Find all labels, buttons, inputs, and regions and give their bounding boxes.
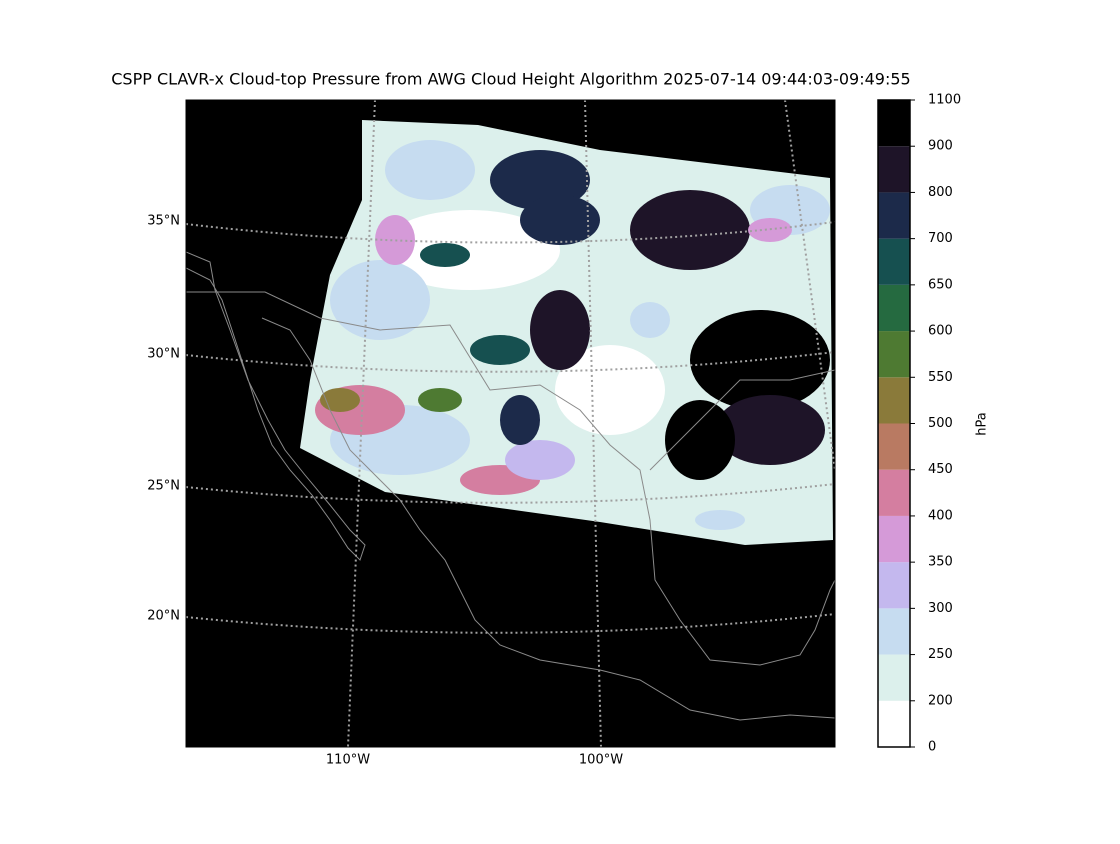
lon-label: 110°W [326, 753, 370, 768]
colorbar-swatch [878, 562, 910, 609]
cloud-field [315, 140, 830, 530]
colorbar-tick-label: 500 [928, 416, 953, 431]
colorbar-tick-label: 250 [928, 647, 953, 662]
colorbar-swatch [878, 192, 910, 239]
colorbar-tick-label: 650 [928, 277, 953, 292]
colorbar-tick-label: 400 [928, 508, 953, 523]
lat-label: 25°N [147, 479, 180, 494]
colorbar-swatch [878, 331, 910, 378]
map-frame [185, 99, 836, 748]
colorbar-tick-label: 800 [928, 185, 953, 200]
colorbar-swatch [878, 146, 910, 193]
lat-label: 35°N [147, 214, 180, 229]
title: CSPP CLAVR-x Cloud-top Pressure from AWG… [111, 70, 910, 89]
coastlines [186, 251, 835, 721]
colorbar-label: hPa [975, 412, 990, 435]
colorbar-swatch [878, 700, 910, 747]
colorbar-tick-label: 350 [928, 555, 953, 570]
colorbar-swatch [878, 423, 910, 470]
colorbar-swatch [878, 284, 910, 332]
colorbar-swatch [878, 100, 910, 147]
colorbar-tick-label: 550 [928, 370, 953, 385]
colorbar-swatch [878, 515, 910, 563]
colorbar-tick-label: 0 [928, 740, 936, 755]
colorbar-tick-label: 300 [928, 601, 953, 616]
colorbar-tick-label: 700 [928, 231, 953, 246]
lat-label: 30°N [147, 347, 180, 362]
colorbar-swatch [878, 654, 910, 701]
colorbar-tick-label: 1100 [928, 93, 961, 108]
colorbar-tick-label: 450 [928, 462, 953, 477]
colorbar-tick-label: 200 [928, 693, 953, 708]
colorbar-tick-label: 600 [928, 324, 953, 339]
lat-label: 20°N [147, 609, 180, 624]
map-panel [185, 99, 836, 748]
colorbar-swatch [878, 238, 910, 285]
colorbar-swatch [878, 469, 910, 516]
colorbar-tick-label: 900 [928, 139, 953, 154]
colorbar-swatch [878, 608, 910, 655]
colorbar-swatch [878, 377, 910, 424]
graticule [186, 100, 835, 747]
lon-label: 100°W [579, 753, 623, 768]
